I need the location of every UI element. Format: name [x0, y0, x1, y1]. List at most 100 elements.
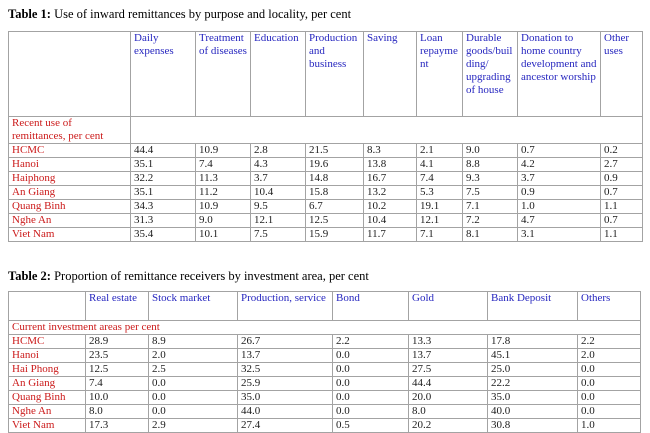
value-cell: 6.7: [305, 199, 364, 214]
value-cell: 1.1: [600, 199, 643, 214]
value-cell: 20.2: [408, 418, 488, 433]
column-header: Donation to home country development and…: [517, 31, 601, 117]
table2-investment-areas: Real estate Stock market Production, servi…: [8, 291, 641, 433]
row-label: Nghe An: [8, 404, 86, 419]
value-cell: 13.8: [363, 157, 417, 172]
value-cell: 0.0: [577, 376, 641, 391]
value-cell: 2.2: [332, 334, 409, 349]
table2-title-text: Proportion of remittance receivers by in…: [54, 269, 369, 283]
column-header: Education: [250, 31, 306, 117]
row-label: Hanoi: [8, 348, 86, 363]
column-header: Bank Deposit: [487, 291, 578, 321]
value-cell: 26.7: [237, 334, 333, 349]
corner-cell: [8, 31, 131, 117]
table1-section-row: Recent use of remittances, per cent: [8, 116, 643, 144]
value-cell: 2.7: [600, 157, 643, 172]
value-cell: 35.0: [487, 390, 578, 405]
value-cell: 3.7: [517, 171, 601, 186]
value-cell: 3.1: [517, 227, 601, 242]
value-cell: 35.0: [237, 390, 333, 405]
table-row: Hanoi 35.1 7.4 4.3 19.6 13.8 4.1 8.8 4.2 2.7: [8, 157, 643, 172]
value-cell: 0.9: [517, 185, 601, 200]
value-cell: 15.8: [305, 185, 364, 200]
value-cell: 19.6: [305, 157, 364, 172]
value-cell: 3.7: [250, 171, 306, 186]
value-cell: 10.0: [85, 390, 149, 405]
value-cell: 2.9: [148, 418, 238, 433]
value-cell: 17.3: [85, 418, 149, 433]
table-row: Hanoi 23.5 2.0 13.7 0.0 13.7 45.1 2.0: [8, 348, 641, 363]
value-cell: 8.0: [85, 404, 149, 419]
table2-title-prefix: Table 2:: [8, 269, 51, 283]
value-cell: 9.0: [195, 213, 251, 228]
table1-title-prefix: Table 1:: [8, 7, 51, 21]
table-row: Viet Nam 17.3 2.9 27.4 0.5 20.2 30.8 1.0: [8, 418, 641, 433]
value-cell: 8.0: [408, 404, 488, 419]
table-row: Hai Phong 12.5 2.5 32.5 0.0 27.5 25.0 0.0: [8, 362, 641, 377]
value-cell: 2.5: [148, 362, 238, 377]
value-cell: 28.9: [85, 334, 149, 349]
table-row: HCMC 44.4 10.9 2.8 21.5 8.3 2.1 9.0 0.7 0.2: [8, 143, 643, 158]
value-cell: 11.2: [195, 185, 251, 200]
value-cell: 2.0: [148, 348, 238, 363]
value-cell: 44.4: [408, 376, 488, 391]
value-cell: 4.1: [416, 157, 463, 172]
value-cell: 32.5: [237, 362, 333, 377]
value-cell: 35.4: [130, 227, 196, 242]
value-cell: 0.2: [600, 143, 643, 158]
column-header: Daily expenses: [130, 31, 196, 117]
row-label: An Giang: [8, 376, 86, 391]
value-cell: 44.4: [130, 143, 196, 158]
value-cell: 2.1: [416, 143, 463, 158]
table-row: Quang Binh 10.0 0.0 35.0 0.0 20.0 35.0 0.0: [8, 390, 641, 405]
table2-section-row: Current investment areas per cent: [8, 320, 641, 335]
value-cell: 40.0: [487, 404, 578, 419]
value-cell: 32.2: [130, 171, 196, 186]
corner-cell: [8, 291, 86, 321]
table-row: Nghe An 8.0 0.0 44.0 0.0 8.0 40.0 0.0: [8, 404, 641, 419]
table-row: Haiphong 32.2 11.3 3.7 14.8 16.7 7.4 9.3 3.7 0.9: [8, 171, 643, 186]
column-header: Loan repayment: [416, 31, 463, 117]
value-cell: 0.0: [332, 390, 409, 405]
value-cell: 0.0: [577, 390, 641, 405]
column-header: Production and business: [305, 31, 364, 117]
value-cell: 8.3: [363, 143, 417, 158]
value-cell: 11.3: [195, 171, 251, 186]
table-row: HCMC 28.9 8.9 26.7 2.2 13.3 17.8 2.2: [8, 334, 641, 349]
value-cell: 9.0: [462, 143, 518, 158]
value-cell: 12.5: [305, 213, 364, 228]
row-label: Hanoi: [8, 157, 131, 172]
value-cell: 8.1: [462, 227, 518, 242]
value-cell: 12.5: [85, 362, 149, 377]
value-cell: 0.7: [517, 143, 601, 158]
column-header: Others: [577, 291, 641, 321]
value-cell: 7.5: [250, 227, 306, 242]
row-label: HCMC: [8, 143, 131, 158]
row-label: Viet Nam: [8, 418, 86, 433]
value-cell: 25.9: [237, 376, 333, 391]
value-cell: 9.5: [250, 199, 306, 214]
value-cell: 31.3: [130, 213, 196, 228]
value-cell: 0.0: [332, 376, 409, 391]
value-cell: 4.3: [250, 157, 306, 172]
row-label: An Giang: [8, 185, 131, 200]
section-label: Recent use of remittances, per cent: [8, 116, 131, 144]
value-cell: 0.7: [600, 185, 643, 200]
column-header: Real estate: [85, 291, 149, 321]
column-header: Treatment of diseases: [195, 31, 251, 117]
value-cell: 10.4: [250, 185, 306, 200]
table-row: Nghe An 31.3 9.0 12.1 12.5 10.4 12.1 7.2 4.7 0.7: [8, 213, 643, 228]
section-empty-cell: [130, 116, 643, 144]
value-cell: 14.8: [305, 171, 364, 186]
row-label: Quang Binh: [8, 390, 86, 405]
value-cell: 20.0: [408, 390, 488, 405]
value-cell: 8.9: [148, 334, 238, 349]
value-cell: 27.4: [237, 418, 333, 433]
value-cell: 11.7: [363, 227, 417, 242]
table1-remittance-use: Daily expenses Treatment of diseases Educa…: [8, 31, 643, 242]
column-header: Saving: [363, 31, 417, 117]
value-cell: 10.2: [363, 199, 417, 214]
value-cell: 5.3: [416, 185, 463, 200]
value-cell: 44.0: [237, 404, 333, 419]
value-cell: 8.8: [462, 157, 518, 172]
